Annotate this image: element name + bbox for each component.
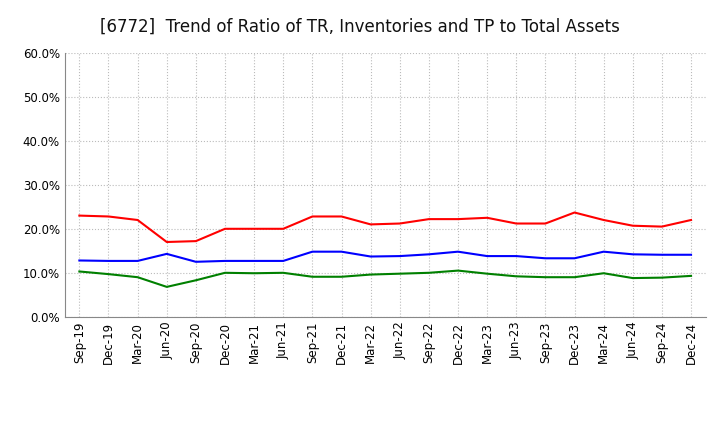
Line: Inventories: Inventories	[79, 252, 691, 262]
Trade Receivables	[192, 238, 200, 244]
Trade Receivables	[308, 214, 317, 219]
Inventories	[629, 252, 637, 257]
Inventories	[192, 259, 200, 264]
Inventories	[395, 253, 404, 259]
Trade Payables	[337, 274, 346, 279]
Trade Receivables	[133, 217, 142, 223]
Inventories	[104, 258, 113, 264]
Inventories	[308, 249, 317, 254]
Trade Receivables	[75, 213, 84, 218]
Trade Payables	[220, 270, 229, 275]
Inventories	[366, 254, 375, 259]
Inventories	[454, 249, 462, 254]
Trade Receivables	[570, 210, 579, 215]
Inventories	[220, 258, 229, 264]
Trade Receivables	[629, 223, 637, 228]
Trade Receivables	[163, 239, 171, 245]
Trade Payables	[687, 273, 696, 279]
Trade Payables	[133, 275, 142, 280]
Trade Payables	[541, 275, 550, 280]
Line: Trade Receivables: Trade Receivables	[79, 213, 691, 242]
Trade Receivables	[512, 221, 521, 226]
Inventories	[279, 258, 287, 264]
Inventories	[570, 256, 579, 261]
Trade Payables	[395, 271, 404, 276]
Trade Payables	[425, 270, 433, 275]
Trade Payables	[366, 272, 375, 277]
Trade Receivables	[337, 214, 346, 219]
Inventories	[657, 252, 666, 257]
Inventories	[483, 253, 492, 259]
Trade Payables	[192, 278, 200, 283]
Inventories	[425, 252, 433, 257]
Trade Payables	[104, 271, 113, 277]
Trade Receivables	[599, 217, 608, 223]
Trade Payables	[279, 270, 287, 275]
Trade Payables	[250, 271, 258, 276]
Trade Receivables	[366, 222, 375, 227]
Inventories	[599, 249, 608, 254]
Inventories	[250, 258, 258, 264]
Trade Receivables	[395, 221, 404, 226]
Trade Payables	[163, 284, 171, 290]
Trade Receivables	[541, 221, 550, 226]
Trade Receivables	[454, 216, 462, 222]
Trade Receivables	[250, 226, 258, 231]
Trade Payables	[454, 268, 462, 273]
Inventories	[75, 258, 84, 263]
Inventories	[541, 256, 550, 261]
Inventories	[512, 253, 521, 259]
Trade Receivables	[687, 217, 696, 223]
Trade Payables	[75, 269, 84, 274]
Trade Payables	[570, 275, 579, 280]
Inventories	[163, 251, 171, 257]
Inventories	[337, 249, 346, 254]
Line: Trade Payables: Trade Payables	[79, 271, 691, 287]
Inventories	[133, 258, 142, 264]
Trade Payables	[512, 274, 521, 279]
Trade Payables	[483, 271, 492, 276]
Trade Receivables	[220, 226, 229, 231]
Trade Payables	[629, 275, 637, 281]
Trade Receivables	[279, 226, 287, 231]
Text: [6772]  Trend of Ratio of TR, Inventories and TP to Total Assets: [6772] Trend of Ratio of TR, Inventories…	[100, 18, 620, 35]
Trade Payables	[657, 275, 666, 280]
Inventories	[687, 252, 696, 257]
Trade Receivables	[657, 224, 666, 229]
Trade Receivables	[104, 214, 113, 219]
Trade Payables	[308, 274, 317, 279]
Trade Receivables	[425, 216, 433, 222]
Trade Receivables	[483, 215, 492, 220]
Trade Payables	[599, 271, 608, 276]
